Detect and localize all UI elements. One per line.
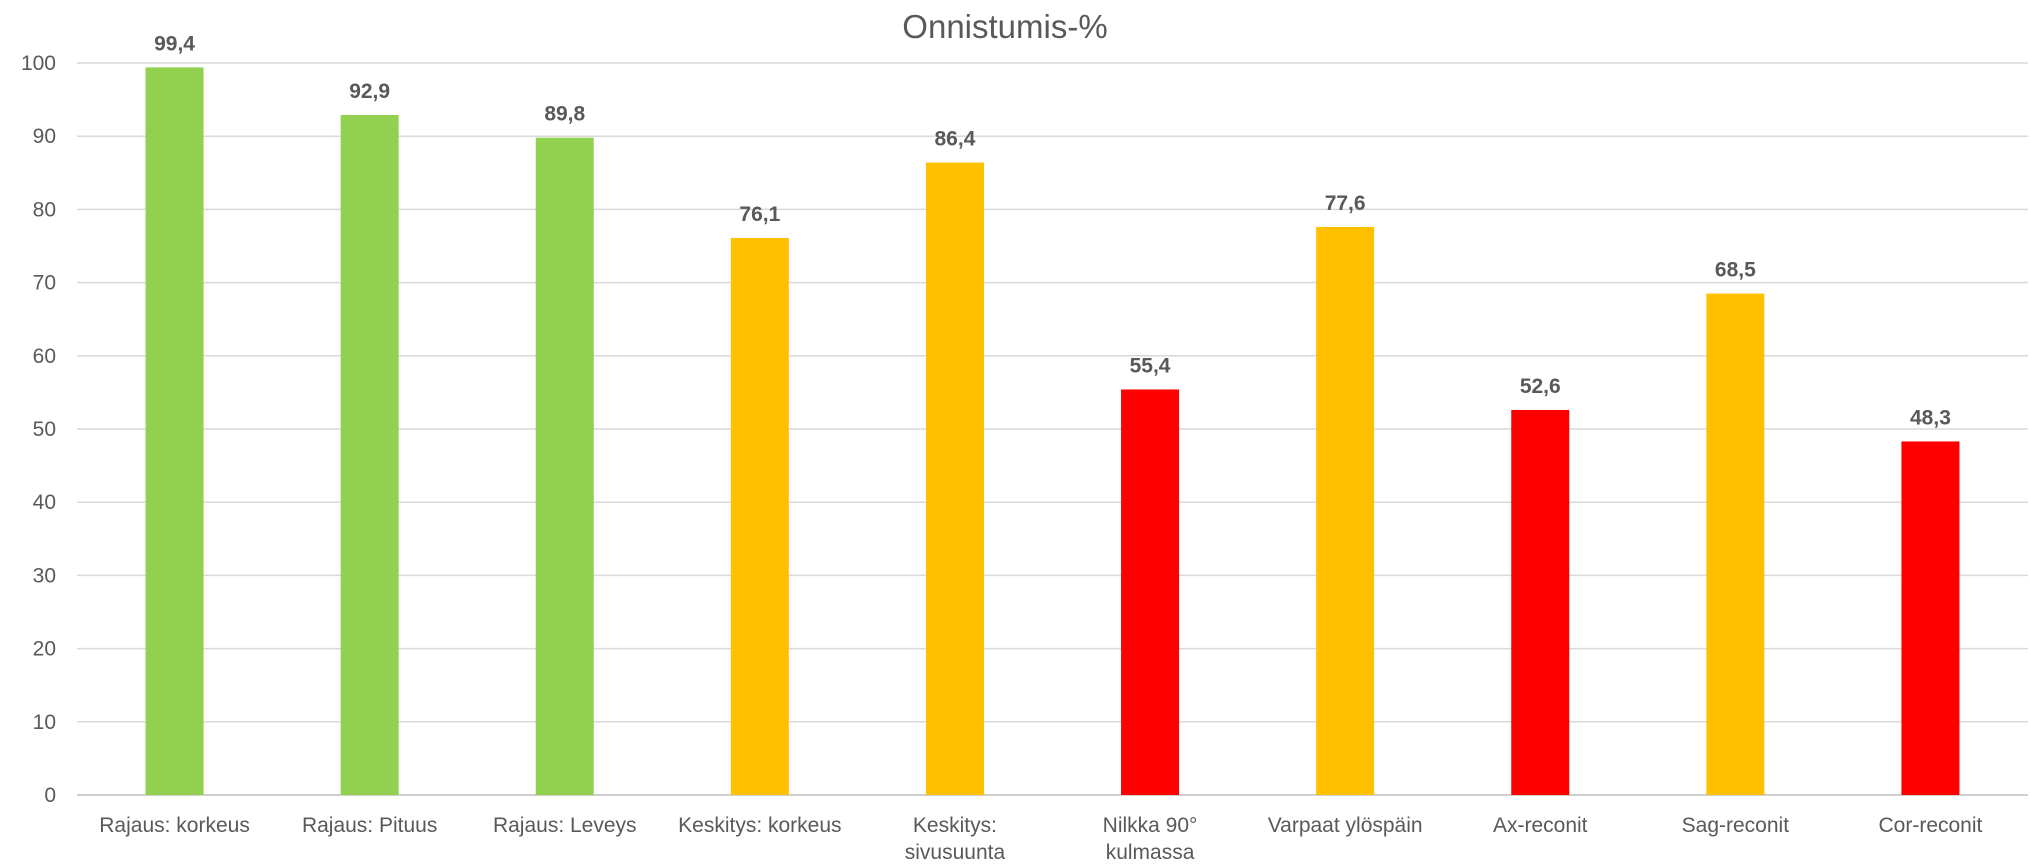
x-category-label: Rajaus: Pituus [302,814,437,837]
bar [730,237,789,795]
y-tick-label: 40 [33,491,56,514]
data-label: 89,8 [544,103,585,126]
y-tick-label: 50 [33,418,56,441]
bar [1316,226,1375,795]
grid-lines [77,62,2028,796]
data-label: 99,4 [154,32,195,55]
y-axis-tick-labels: 0 10 20 30 40 50 60 70 80 90 100 [21,52,56,807]
x-category-label: Ax-reconit [1493,814,1588,837]
bar [1901,441,1960,795]
bar [340,114,399,796]
x-axis-category-labels: Rajaus: korkeus Rajaus: Pituus Rajaus: Lev… [99,814,1982,864]
y-tick-label: 20 [33,638,56,661]
y-tick-label: 100 [21,52,56,75]
x-category-label: Keskitys: sivusuunta [905,814,1006,864]
x-category-label: Cor-reconit [1879,814,1983,837]
bar [1706,293,1765,795]
x-category-label: Varpaat ylöspäin [1268,814,1423,837]
data-label: 48,3 [1910,406,1951,429]
bar [535,137,594,795]
y-tick-label: 0 [44,784,56,807]
y-tick-label: 30 [33,564,56,587]
x-category-label: Sag-reconit [1682,814,1790,837]
y-tick-label: 60 [33,345,56,368]
data-label: 77,6 [1325,192,1366,215]
y-tick-label: 10 [33,711,56,734]
x-category-label: Rajaus: Leveys [493,814,637,837]
data-label: 86,4 [935,128,976,151]
data-label: 52,6 [1520,375,1561,398]
bars [145,67,1960,796]
y-tick-label: 80 [33,198,56,221]
data-label: 92,9 [349,80,390,103]
y-tick-label: 70 [33,272,56,295]
bar [1121,389,1180,795]
x-category-label: Keskitys: korkeus [678,814,841,837]
chart-title: Onnistumis-% [902,8,1107,45]
bar [1511,409,1570,795]
x-category-label: Rajaus: korkeus [99,814,250,837]
y-tick-label: 90 [33,125,56,148]
x-category-label: Nilkka 90° kulmassa [1103,814,1198,864]
data-label: 76,1 [739,203,780,226]
bar [925,162,984,795]
data-labels: 99,4 92,9 89,8 76,1 86,4 55,4 77,6 52,6 68,5 48,3 [154,32,1951,429]
data-label: 68,5 [1715,259,1756,282]
data-label: 55,4 [1130,354,1171,377]
bar [145,67,204,796]
